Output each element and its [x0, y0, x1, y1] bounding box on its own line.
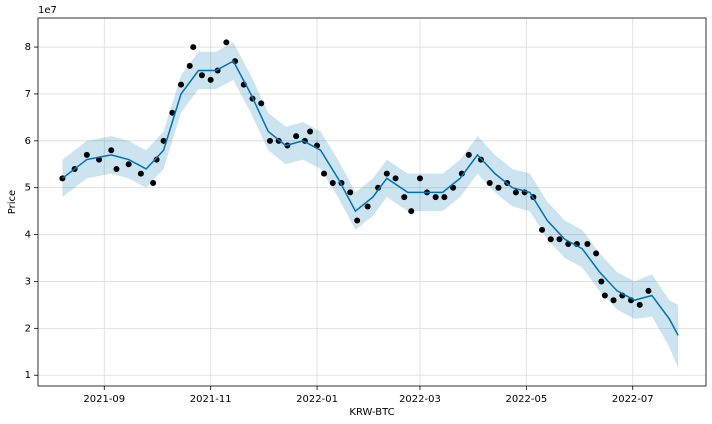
observed-point [293, 133, 300, 140]
y-tick-label: 4 [25, 230, 31, 241]
observed-point [465, 151, 472, 158]
x-tick-label: 2021-11 [190, 394, 232, 405]
grid [38, 18, 706, 386]
y-tick-label: 1 [25, 370, 31, 381]
x-tick-label: 2022-03 [399, 394, 441, 405]
observed-point [441, 194, 448, 201]
observed-point [408, 208, 415, 215]
observed-point [495, 184, 502, 191]
y-tick-label: 2 [25, 323, 31, 334]
observed-point [83, 151, 90, 158]
plot-frame [37, 17, 707, 387]
observed-point [186, 62, 193, 69]
observed-point [450, 184, 457, 191]
y-tick-label: 8 [25, 42, 31, 53]
observed-point [347, 189, 354, 196]
x-tick-label: 2022-07 [612, 394, 654, 405]
x-tick-label: 2022-01 [296, 394, 338, 405]
observed-point [150, 180, 157, 187]
x-tick-label: 2022-05 [505, 394, 547, 405]
observed-point [364, 203, 371, 210]
x-tick-label: 2021-09 [83, 394, 125, 405]
y-tick-label: 6 [25, 136, 31, 147]
x-axis-label: KRW-BTC [349, 407, 394, 418]
observed-point [383, 170, 390, 177]
observed-point [401, 194, 408, 201]
observed-point [169, 109, 176, 116]
observed-point [108, 147, 115, 154]
observed-point [258, 100, 265, 107]
observed-point [593, 250, 600, 257]
y-axis-label: Price [7, 190, 18, 214]
observed-point [392, 175, 399, 182]
observed-point [512, 189, 519, 196]
observed-point [266, 137, 273, 144]
observed-point [556, 236, 563, 243]
observed-point [598, 278, 605, 285]
observed-point [307, 128, 314, 135]
observed-point [329, 180, 336, 187]
y-tick-label: 7 [25, 89, 31, 100]
observed-point [223, 39, 230, 46]
observed-point [160, 137, 167, 144]
observed-point [432, 194, 439, 201]
observed-point [190, 44, 197, 51]
observed-point [113, 165, 120, 172]
observed-point [198, 72, 205, 79]
observed-point [645, 287, 652, 294]
observed-point [539, 226, 546, 233]
observed-point [178, 81, 185, 88]
observed-point [486, 180, 493, 187]
y-offset-label: 1e7 [38, 5, 57, 16]
observed-point [321, 170, 328, 177]
observed-point [153, 156, 160, 163]
y-tick-label: 3 [25, 276, 31, 287]
observed-point [137, 170, 144, 177]
observed-point [610, 297, 617, 304]
y-tick-label: 5 [25, 183, 31, 194]
observed-point [125, 161, 132, 168]
observed-point [601, 292, 608, 299]
forecast-line [61, 60, 679, 336]
observed-point [584, 240, 591, 247]
observed-point [547, 236, 554, 243]
observed-point [207, 76, 214, 83]
observed-point [636, 301, 643, 308]
observed-point [416, 175, 423, 182]
observed-point [354, 217, 361, 224]
